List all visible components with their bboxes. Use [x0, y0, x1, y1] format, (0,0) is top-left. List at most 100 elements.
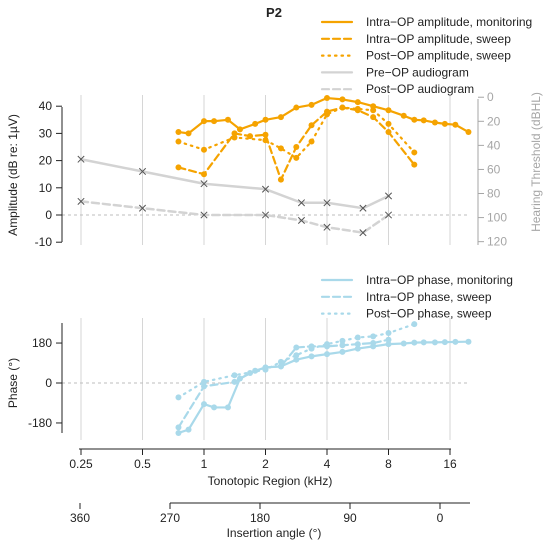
amplitude-point-post-op-amplitude-sweep [339, 104, 346, 111]
phase-point-intra-op-phase-monitoring [201, 401, 207, 408]
phase-y-axis: -180 0 180 Phase (°) [6, 323, 63, 433]
amplitude-point-post-op-audiogram [359, 229, 367, 237]
amplitude-legend-label: Pre−OP audiogram [366, 65, 469, 79]
phase-point-post-op-phase-sweep [262, 366, 269, 373]
amplitude-point-post-op-audiogram [261, 211, 270, 219]
amplitude-legend-label: Post−OP amplitude, sweep [366, 49, 511, 63]
phase-legend-label: Post−OP phase, sweep [366, 307, 492, 321]
amplitude-point-pre-op-audiogram [200, 180, 208, 188]
phase-y-ticks: -180 0 180 [28, 336, 62, 430]
frequency-x-axis: 0.25 0.5 1 2 4 8 16 Tonotopic Region (kHz) [69, 448, 457, 488]
frequency-tick-label: 16 [443, 457, 457, 471]
phase-y-tick-label: 0 [45, 376, 52, 390]
amplitude-legend-label: Post−OP audiogram [366, 82, 474, 96]
frequency-tick-label: 8 [385, 457, 392, 471]
phase-point-intra-op-phase-monitoring [465, 338, 472, 345]
chart-title: P2 [266, 5, 282, 20]
phase-y-axis-title: Phase (°) [6, 358, 20, 408]
phase-point-intra-op-phase-sweep [354, 341, 361, 348]
threshold-y-ticks: 0 20 40 60 80 100 120 [478, 90, 507, 249]
amplitude-point-intra-op-amplitude-monitoring [385, 107, 392, 114]
frequency-tick-label: 0.5 [134, 457, 151, 471]
phase-point-intra-op-phase-sweep [339, 342, 346, 349]
phase-point-post-op-phase-sweep [277, 358, 284, 365]
frequency-tick-label: 1 [201, 457, 208, 471]
phase-series-line-intra-op-phase-sweep [177, 338, 390, 429]
phase-y-tick-label: -180 [28, 416, 52, 430]
amplitude-point-intra-op-amplitude-monitoring [431, 119, 438, 126]
threshold-y-tick-label: 60 [487, 162, 501, 176]
amplitude-point-intra-op-amplitude-monitoring [354, 99, 361, 106]
amplitude-point-intra-op-amplitude-monitoring [224, 116, 231, 123]
phase-legend-label: Intra−OP phase, sweep [366, 290, 492, 304]
amplitude-series-line-pre-op-audiogram [79, 157, 390, 210]
threshold-y-tick-label: 20 [487, 114, 501, 128]
insertion-angle-axis: 360 270 180 90 0 Insertion angle (°) [70, 502, 470, 540]
amplitude-point-post-op-amplitude-sweep [231, 134, 238, 141]
phase-point-post-op-phase-sweep [308, 345, 315, 352]
phase-point-intra-op-phase-sweep [277, 363, 284, 370]
phase-point-post-op-phase-sweep [339, 337, 346, 344]
insertion-angle-tick-label: 360 [70, 511, 90, 525]
phase-point-post-op-phase-sweep [411, 321, 418, 328]
phase-point-intra-op-phase-monitoring [339, 348, 346, 355]
amplitude-point-post-op-amplitude-sweep [277, 145, 284, 152]
amplitude-point-pre-op-audiogram [261, 185, 270, 193]
amplitude-legend-label: Intra−OP amplitude, monitoring [366, 15, 532, 29]
frequency-tick-label: 4 [324, 457, 331, 471]
amplitude-point-intra-op-amplitude-sweep [201, 171, 207, 178]
phase-point-intra-op-phase-sweep [175, 424, 182, 431]
threshold-y-tick-label: 100 [487, 211, 507, 225]
insertion-angle-tick-label: 180 [250, 511, 270, 525]
amplitude-y-ticks: -10 0 10 20 30 40 [35, 99, 62, 249]
phase-point-intra-op-phase-monitoring [224, 404, 231, 411]
insertion-angle-tick-label: 270 [160, 511, 180, 525]
amplitude-point-post-op-audiogram [77, 197, 85, 205]
amplitude-point-intra-op-amplitude-monitoring [211, 118, 218, 125]
phase-legend-label: Intra−OP phase, monitoring [366, 273, 513, 287]
amplitude-point-post-op-amplitude-sweep [262, 137, 269, 144]
amplitude-point-intra-op-amplitude-sweep [308, 122, 315, 129]
amplitude-point-intra-op-amplitude-monitoring [175, 129, 182, 136]
threshold-y-tick-label: 120 [487, 235, 507, 249]
amplitude-series [77, 95, 472, 237]
amplitude-point-intra-op-amplitude-monitoring [201, 118, 207, 125]
amplitude-point-post-op-amplitude-sweep [324, 111, 330, 118]
amplitude-point-post-op-audiogram [384, 211, 393, 219]
phase-point-intra-op-phase-monitoring [452, 338, 459, 345]
phase-point-intra-op-phase-sweep [370, 340, 377, 347]
amplitude-point-pre-op-audiogram [138, 167, 147, 176]
amplitude-point-post-op-amplitude-sweep [293, 154, 300, 161]
amplitude-point-post-op-amplitude-sweep [411, 149, 418, 156]
phase-point-intra-op-phase-monitoring [431, 339, 438, 346]
threshold-y-tick-label: 80 [487, 187, 501, 201]
phase-point-post-op-phase-sweep [324, 341, 330, 348]
amplitude-point-intra-op-amplitude-monitoring [339, 96, 346, 103]
phase-point-intra-op-phase-monitoring [211, 404, 218, 411]
amplitude-point-post-op-amplitude-sweep [175, 138, 182, 145]
phase-point-post-op-phase-sweep [231, 372, 238, 379]
phase-point-intra-op-phase-monitoring [308, 353, 315, 360]
amplitude-series-line-post-op-amplitude-sweep [177, 106, 416, 159]
phase-point-intra-op-phase-monitoring [354, 345, 361, 352]
amplitude-y-tick-label: 30 [39, 126, 53, 140]
amplitude-point-pre-op-audiogram [323, 199, 331, 207]
phase-point-intra-op-phase-monitoring [411, 339, 418, 346]
amplitude-point-intra-op-amplitude-sweep [370, 114, 377, 121]
insertion-angle-ticks: 360 270 180 90 0 [70, 503, 444, 525]
phase-point-intra-op-phase-sweep [201, 383, 207, 390]
amplitude-point-intra-op-amplitude-monitoring [465, 129, 472, 136]
amplitude-point-intra-op-amplitude-monitoring [411, 116, 418, 123]
amplitude-point-intra-op-amplitude-sweep [411, 161, 418, 168]
amplitude-point-intra-op-amplitude-sweep [293, 144, 300, 150]
amplitude-point-intra-op-amplitude-sweep [247, 133, 254, 140]
amplitude-point-intra-op-amplitude-monitoring [420, 117, 427, 124]
amplitude-point-pre-op-audiogram [297, 199, 306, 207]
amplitude-point-pre-op-audiogram [77, 155, 85, 163]
amplitude-point-intra-op-amplitude-sweep [175, 164, 182, 171]
amplitude-point-intra-op-amplitude-monitoring [452, 121, 459, 128]
amplitude-legend-label: Intra−OP amplitude, sweep [366, 32, 511, 46]
amplitude-point-post-op-amplitude-sweep [201, 146, 207, 153]
amplitude-point-pre-op-audiogram [384, 192, 393, 200]
